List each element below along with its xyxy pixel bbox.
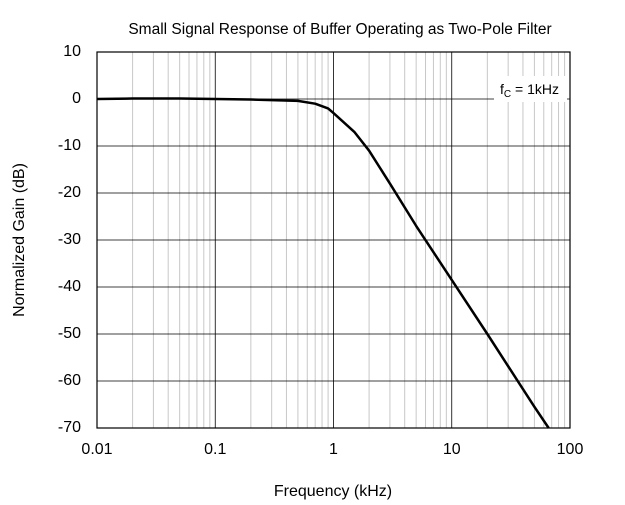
y-tick-label: 0: [72, 90, 81, 107]
y-tick-label: -20: [58, 184, 81, 201]
y-tick-label: -40: [58, 278, 81, 295]
annotation: fC = 1kHz: [500, 81, 559, 100]
plot-border: [96, 51, 571, 429]
x-axis-label: Frequency (kHz): [274, 483, 392, 500]
x-tick-label: 1: [329, 441, 338, 458]
y-tick-label: -50: [58, 325, 81, 342]
y-tick-label: -10: [58, 137, 81, 154]
x-tick-label: 0.1: [204, 441, 226, 458]
annotation-box: [494, 76, 567, 102]
x-tick-label: 100: [557, 441, 584, 458]
chart-title: Small Signal Response of Buffer Operatin…: [128, 21, 551, 38]
y-tick-label: -60: [58, 372, 81, 389]
y-tick-label: -70: [58, 419, 81, 436]
y-tick-label: 10: [63, 43, 81, 60]
x-tick-label: 0.01: [81, 441, 112, 458]
annotation-sub: C: [504, 89, 511, 100]
y-tick-label: -30: [58, 231, 81, 248]
annotation-rest: = 1kHz: [511, 81, 559, 97]
x-tick-label: 10: [443, 441, 461, 458]
annotation-base: f: [500, 81, 504, 97]
data-line: [96, 97, 550, 429]
y-axis-label: Normalized Gain (dB): [11, 163, 28, 317]
